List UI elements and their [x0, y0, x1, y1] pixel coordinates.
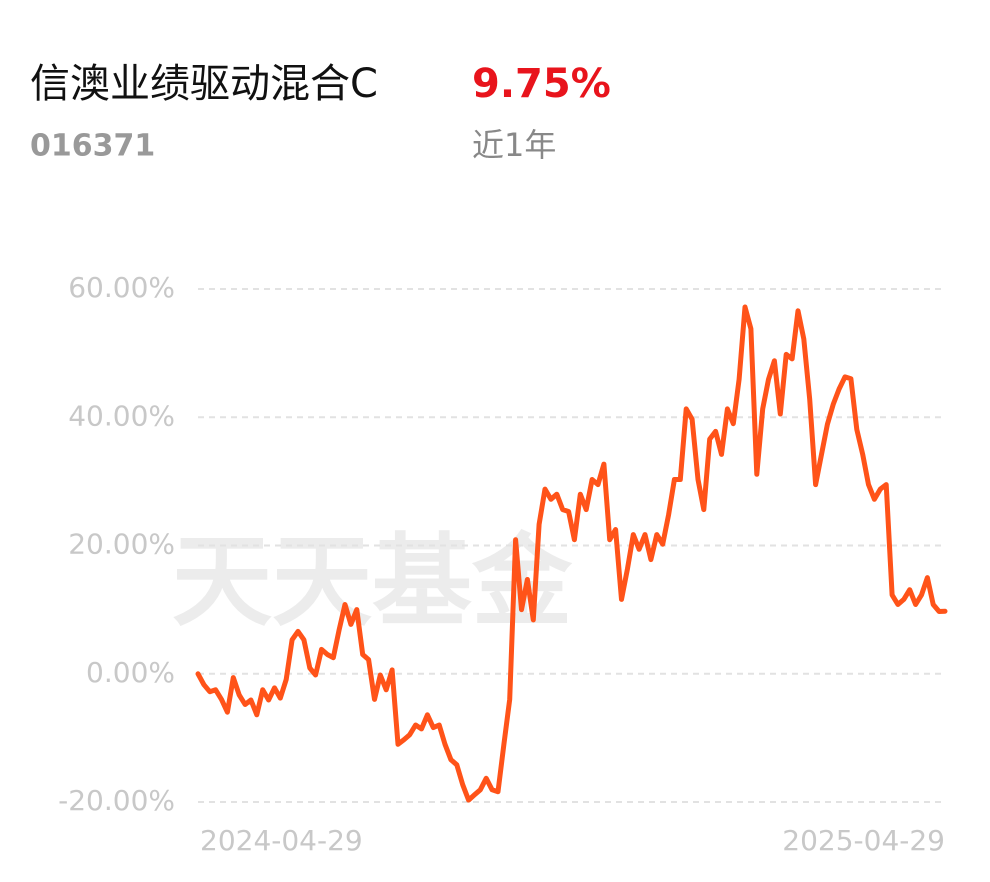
fund-code: 016371: [30, 129, 155, 164]
x-tick-label: 2024-04-29: [200, 824, 363, 857]
y-tick-label: 40.00%: [68, 399, 175, 432]
fund-name: 信澳业绩驱动混合C: [30, 61, 378, 107]
fund-return: 9.75%: [472, 61, 611, 107]
y-tick-label: -20.00%: [58, 784, 175, 817]
y-tick-label: 0.00%: [86, 656, 175, 689]
return-period: 近1年: [472, 126, 556, 164]
y-tick-label: 60.00%: [68, 271, 175, 304]
line: [195, 304, 948, 803]
watermark: 天天基金: [172, 522, 573, 640]
y-tick-label: 20.00%: [68, 528, 175, 561]
x-tick-label: 2025-04-29: [782, 824, 945, 857]
